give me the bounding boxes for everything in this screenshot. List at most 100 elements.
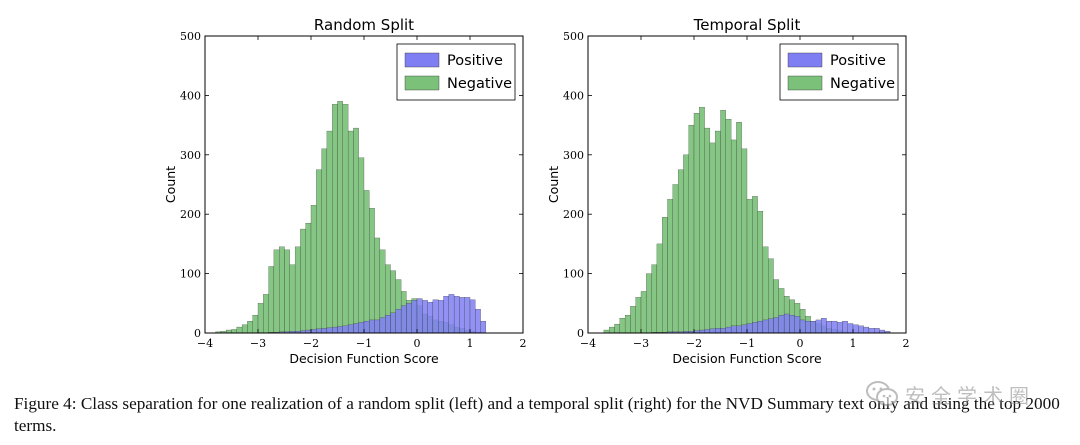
- negative-bar: [347, 130, 354, 334]
- chart-title: Temporal Split: [693, 16, 801, 34]
- positive-legend-swatch: [404, 52, 440, 68]
- positive-bar: [347, 324, 354, 334]
- positive-bar: [358, 322, 365, 334]
- positive-bar: [836, 322, 843, 334]
- positive-bar: [316, 328, 322, 334]
- legend: Positive Negative: [779, 43, 899, 101]
- positive-bar: [443, 296, 449, 334]
- positive-bar: [395, 309, 402, 334]
- negative-bar: [273, 249, 280, 334]
- positive-bar: [810, 320, 817, 334]
- x-tick-label: 1: [850, 337, 857, 350]
- negative-bar: [725, 119, 732, 334]
- positive-bar: [385, 315, 391, 334]
- y-tick-label: 400: [563, 89, 584, 102]
- y-tick-label: 500: [563, 30, 584, 43]
- positive-bar: [326, 327, 333, 334]
- x-tick-label: −2: [303, 337, 319, 350]
- watermark-text: 安全学术圈: [905, 383, 1035, 408]
- x-tick-label: 1: [467, 337, 474, 350]
- negative-bar: [268, 266, 275, 334]
- negative-bar: [752, 196, 758, 334]
- positive-legend-label: Positive: [447, 53, 503, 69]
- negative-bar: [736, 122, 742, 334]
- negative-bar: [640, 291, 647, 334]
- negative-bar: [310, 205, 317, 334]
- negative-bar: [363, 190, 370, 334]
- positive-bar: [815, 319, 822, 334]
- x-tick-label: −3: [633, 337, 649, 350]
- positive-bar: [746, 323, 753, 334]
- positive-bar: [826, 320, 832, 334]
- y-tick-label: 200: [563, 208, 584, 221]
- positive-bar: [438, 300, 444, 334]
- positive-bar: [799, 319, 806, 334]
- x-tick-label: −2: [686, 337, 702, 350]
- negative-bar: [688, 124, 695, 334]
- negative-bar: [337, 101, 343, 334]
- negative-bar: [624, 315, 631, 334]
- x-tick-label: −4: [197, 337, 213, 350]
- negative-bar: [662, 217, 668, 334]
- negative-bar: [630, 306, 636, 334]
- negative-bar: [614, 323, 620, 334]
- positive-bar: [406, 303, 412, 334]
- negative-bar: [672, 184, 679, 334]
- positive-bar: [847, 323, 854, 334]
- figure-caption: Figure 4: Class separation for one reali…: [14, 394, 1060, 435]
- y-tick-label: 500: [180, 30, 201, 43]
- negative-bar: [353, 127, 359, 334]
- positive-bar: [390, 312, 396, 334]
- positive-bar: [773, 317, 779, 334]
- negative-bar: [656, 243, 663, 334]
- positive-bar: [464, 297, 471, 334]
- negative-bar: [746, 199, 753, 334]
- negative-bar: [374, 237, 381, 334]
- negative-bar: [693, 113, 700, 334]
- negative-bar: [677, 169, 684, 334]
- positive-bar: [715, 328, 721, 334]
- negative-bar: [326, 130, 333, 334]
- negative-legend-swatch: [404, 75, 440, 91]
- negative-bar: [279, 246, 285, 334]
- positive-bar: [480, 320, 487, 334]
- negative-bar: [609, 326, 615, 334]
- positive-legend-label: Positive: [830, 53, 886, 69]
- panel-random-split: −4 −3 −2 −1 0 1 2 0 100 200 300 400 500 Random Split D…: [163, 16, 527, 366]
- negative-bar: [646, 273, 652, 334]
- positive-bar: [768, 318, 774, 334]
- positive-bar: [730, 325, 737, 334]
- chart-title: Random Split: [314, 16, 414, 34]
- negative-bar: [358, 157, 365, 334]
- y-tick-label: 300: [180, 149, 201, 162]
- x-tick-label: 0: [414, 337, 421, 350]
- positive-bar: [459, 297, 465, 334]
- positive-bar: [321, 328, 328, 334]
- x-axis-label: Decision Function Score: [289, 351, 439, 366]
- positive-bar: [342, 325, 349, 334]
- negative-bar: [241, 324, 248, 334]
- negative-legend-label: Negative: [830, 76, 895, 92]
- negative-bar: [704, 127, 711, 334]
- positive-bar: [416, 298, 423, 334]
- positive-bar: [720, 328, 726, 334]
- positive-bar: [805, 320, 811, 334]
- negative-bar: [709, 142, 716, 334]
- negative-bar: [247, 320, 253, 334]
- negative-bar: [619, 318, 626, 334]
- x-tick-label: −1: [739, 337, 755, 350]
- positive-bar: [475, 309, 481, 334]
- y-tick-label: 100: [180, 268, 201, 281]
- x-tick-label: −3: [250, 337, 266, 350]
- positive-bar: [842, 320, 848, 334]
- negative-bar: [757, 211, 764, 334]
- y-tick-label: 0: [194, 327, 201, 340]
- negative-bar: [321, 148, 328, 334]
- x-axis-label: Decision Function Score: [672, 351, 822, 366]
- negative-bar: [342, 104, 349, 334]
- positive-bar: [852, 324, 859, 334]
- positive-bar: [469, 299, 476, 334]
- positive-bar: [363, 320, 370, 334]
- wechat-logo-icon: [866, 381, 898, 406]
- positive-bar: [831, 320, 838, 334]
